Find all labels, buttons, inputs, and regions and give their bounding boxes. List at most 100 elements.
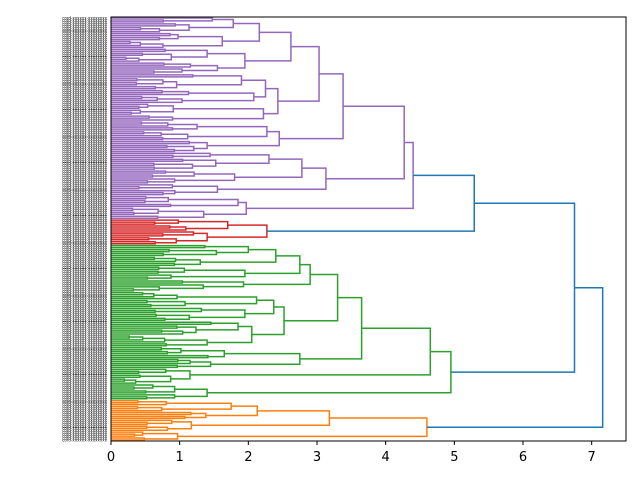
leaf-label: cord-xxxxxx-xxxxxxxx bbox=[62, 361, 107, 366]
dendrogram-link bbox=[168, 198, 239, 207]
leaf-label: cord-xxxxxx-xxxxxxxx bbox=[62, 70, 107, 75]
leaf-label: cord-xxxxxx-xxxxxxxx bbox=[62, 386, 107, 391]
dendrogram-link bbox=[111, 221, 156, 225]
leaf-label: cord-xxxxxx-xxxxxxxx bbox=[62, 125, 107, 130]
dendrogram-link bbox=[111, 321, 212, 325]
leaf-label: cord-xxxxxx-xxxxxxxx bbox=[62, 157, 107, 162]
dendrogram-link bbox=[111, 144, 168, 149]
leaf-label: cord-xxxxxx-xxxxxxxx bbox=[62, 416, 107, 421]
leaf-label: cord-xxxxxx-xxxxxxxx bbox=[62, 180, 107, 185]
leaf-label: cord-xxxxxx-xxxxxxxx bbox=[62, 78, 107, 83]
dendrogram-link bbox=[111, 207, 134, 212]
dendrogram-link bbox=[111, 82, 138, 86]
dendrogram-link bbox=[111, 109, 142, 114]
leaf-label: cord-xxxxxx-xxxxxxxx bbox=[62, 169, 107, 174]
dendrogram-link bbox=[246, 141, 414, 210]
dendrogram-link bbox=[251, 306, 285, 336]
dendrogram-link bbox=[111, 288, 135, 292]
dendrogram-link bbox=[182, 159, 217, 167]
leaf-label: cord-xxxxxx-xxxxxxxx bbox=[62, 277, 107, 282]
leaf-label: cord-xxxxxx-xxxxxxxx bbox=[62, 120, 107, 125]
dendrogram-link bbox=[111, 170, 167, 174]
dendrogram-link bbox=[111, 158, 184, 163]
leaf-label: cord-xxxxxx-xxxxxxxx bbox=[62, 118, 107, 123]
leaf-label: cord-xxxxxx-xxxxxxxx bbox=[62, 324, 107, 329]
leaf-label: cord-xxxxxx-xxxxxxxx bbox=[62, 184, 107, 189]
leaf-label: cord-xxxxxx-xxxxxxxx bbox=[62, 400, 107, 405]
leaf-label: cord-xxxxxx-xxxxxxxx bbox=[62, 351, 107, 356]
dendrogram-link bbox=[111, 199, 146, 204]
leaf-label: cord-xxxxxx-xxxxxxxx bbox=[62, 220, 107, 225]
leaf-label: cord-xxxxxx-xxxxxxxx bbox=[62, 178, 107, 183]
leaf-label: cord-xxxxxx-xxxxxxxx bbox=[62, 68, 107, 73]
dendrogram-link bbox=[111, 411, 192, 416]
dendrogram-link bbox=[161, 402, 232, 410]
leaf-label: cord-xxxxxx-xxxxxxxx bbox=[62, 43, 107, 48]
leaf-label: cord-xxxxxx-xxxxxxxx bbox=[62, 63, 107, 68]
dendrogram-link bbox=[159, 33, 179, 40]
dendrogram-link bbox=[244, 255, 301, 275]
dendrogram-link bbox=[177, 417, 428, 438]
leaf-label: cord-xxxxxx-xxxxxxxx bbox=[62, 239, 107, 244]
dendrogram-link bbox=[135, 375, 172, 383]
leaf-label: cord-xxxxxx-xxxxxxxx bbox=[62, 31, 107, 36]
dendrogram-link bbox=[111, 56, 127, 60]
dendrogram-link bbox=[244, 299, 275, 315]
dendrogram-link bbox=[111, 241, 156, 245]
leaf-label: cord-xxxxxx-xxxxxxxx bbox=[62, 337, 107, 342]
dendrogram-link bbox=[111, 154, 174, 159]
leaf-label: cord-xxxxxx-xxxxxxxx bbox=[62, 249, 107, 254]
leaf-label: cord-xxxxxx-xxxxxxxx bbox=[62, 21, 107, 26]
dendrogram-link bbox=[111, 237, 150, 241]
dendrogram-link bbox=[111, 180, 149, 184]
dendrogram-link bbox=[111, 121, 143, 125]
leaf-label: cord-xxxxxx-xxxxxxxx bbox=[62, 231, 107, 236]
leaf-label: cord-xxxxxx-xxxxxxxx bbox=[62, 212, 107, 217]
leaf-label: cord-xxxxxx-xxxxxxxx bbox=[62, 390, 107, 395]
leaf-label: cord-xxxxxx-xxxxxxxx bbox=[62, 408, 107, 413]
x-axis: 0 1 2 3 4 5 6 7 bbox=[107, 441, 596, 465]
dendrogram-link bbox=[111, 257, 177, 263]
leaf-label: cord-xxxxxx-xxxxxxxx bbox=[62, 127, 107, 132]
leaf-label: cord-xxxxxx-xxxxxxxx bbox=[62, 259, 107, 264]
leaf-label: cord-xxxxxx-xxxxxxxx bbox=[62, 341, 107, 346]
leaf-label: cord-xxxxxx-xxxxxxxx bbox=[62, 279, 107, 284]
leaf-label: cord-xxxxxx-xxxxxxxx bbox=[62, 19, 107, 24]
dendrogram-link bbox=[157, 210, 205, 218]
dendrogram-link bbox=[277, 45, 320, 102]
leaf-label: cord-xxxxxx-xxxxxxxx bbox=[62, 147, 107, 152]
leaf-label: cord-xxxxxx-xxxxxxxx bbox=[62, 241, 107, 246]
x-tick-label: 6 bbox=[519, 450, 527, 465]
leaf-label: cord-xxxxxx-xxxxxxxx bbox=[62, 92, 107, 97]
dendrogram-link bbox=[182, 92, 255, 102]
dendrogram-link bbox=[174, 388, 208, 398]
leaf-label: cord-xxxxxx-xxxxxxxx bbox=[62, 86, 107, 91]
leaf-label: cord-xxxxxx-xxxxxxxx bbox=[62, 165, 107, 170]
dendrogram-link bbox=[157, 267, 186, 273]
leaf-label: cord-xxxxxx-xxxxxxxx bbox=[62, 333, 107, 338]
leaf-label: cord-xxxxxx-xxxxxxxx bbox=[62, 194, 107, 199]
dendrogram-link bbox=[148, 238, 177, 244]
leaf-label: cord-xxxxxx-xxxxxxxx bbox=[62, 343, 107, 348]
leaf-label: cord-xxxxxx-xxxxxxxx bbox=[62, 76, 107, 81]
leaf-label: cord-xxxxxx-xxxxxxxx bbox=[62, 379, 107, 384]
leaf-label: cord-xxxxxx-xxxxxxxx bbox=[62, 123, 107, 128]
leaf-label: cord-xxxxxx-xxxxxxxx bbox=[62, 196, 107, 201]
leaf-label: cord-xxxxxx-xxxxxxxx bbox=[62, 55, 107, 60]
leaf-label: cord-xxxxxx-xxxxxxxx bbox=[62, 216, 107, 221]
leaf-label: cord-xxxxxx-xxxxxxxx bbox=[62, 286, 107, 291]
leaf-label: cord-xxxxxx-xxxxxxxx bbox=[62, 233, 107, 238]
dendrogram-link bbox=[111, 354, 209, 359]
dendrogram-link bbox=[111, 225, 171, 229]
leaf-label: cord-xxxxxx-xxxxxxxx bbox=[62, 422, 107, 427]
leaf-label: cord-xxxxxx-xxxxxxxx bbox=[62, 269, 107, 274]
dendrogram-link bbox=[299, 296, 363, 360]
leaf-label: cord-xxxxxx-xxxxxxxx bbox=[62, 284, 107, 289]
leaf-label: cord-xxxxxx-xxxxxxxx bbox=[62, 235, 107, 240]
dendrogram-link bbox=[111, 211, 135, 216]
leaf-label: cord-xxxxxx-xxxxxxxx bbox=[62, 383, 107, 388]
leaf-label: cord-xxxxxx-xxxxxxxx bbox=[62, 84, 107, 89]
leaf-label: cord-xxxxxx-xxxxxxxx bbox=[62, 153, 107, 158]
dendrogram-link bbox=[111, 347, 163, 351]
